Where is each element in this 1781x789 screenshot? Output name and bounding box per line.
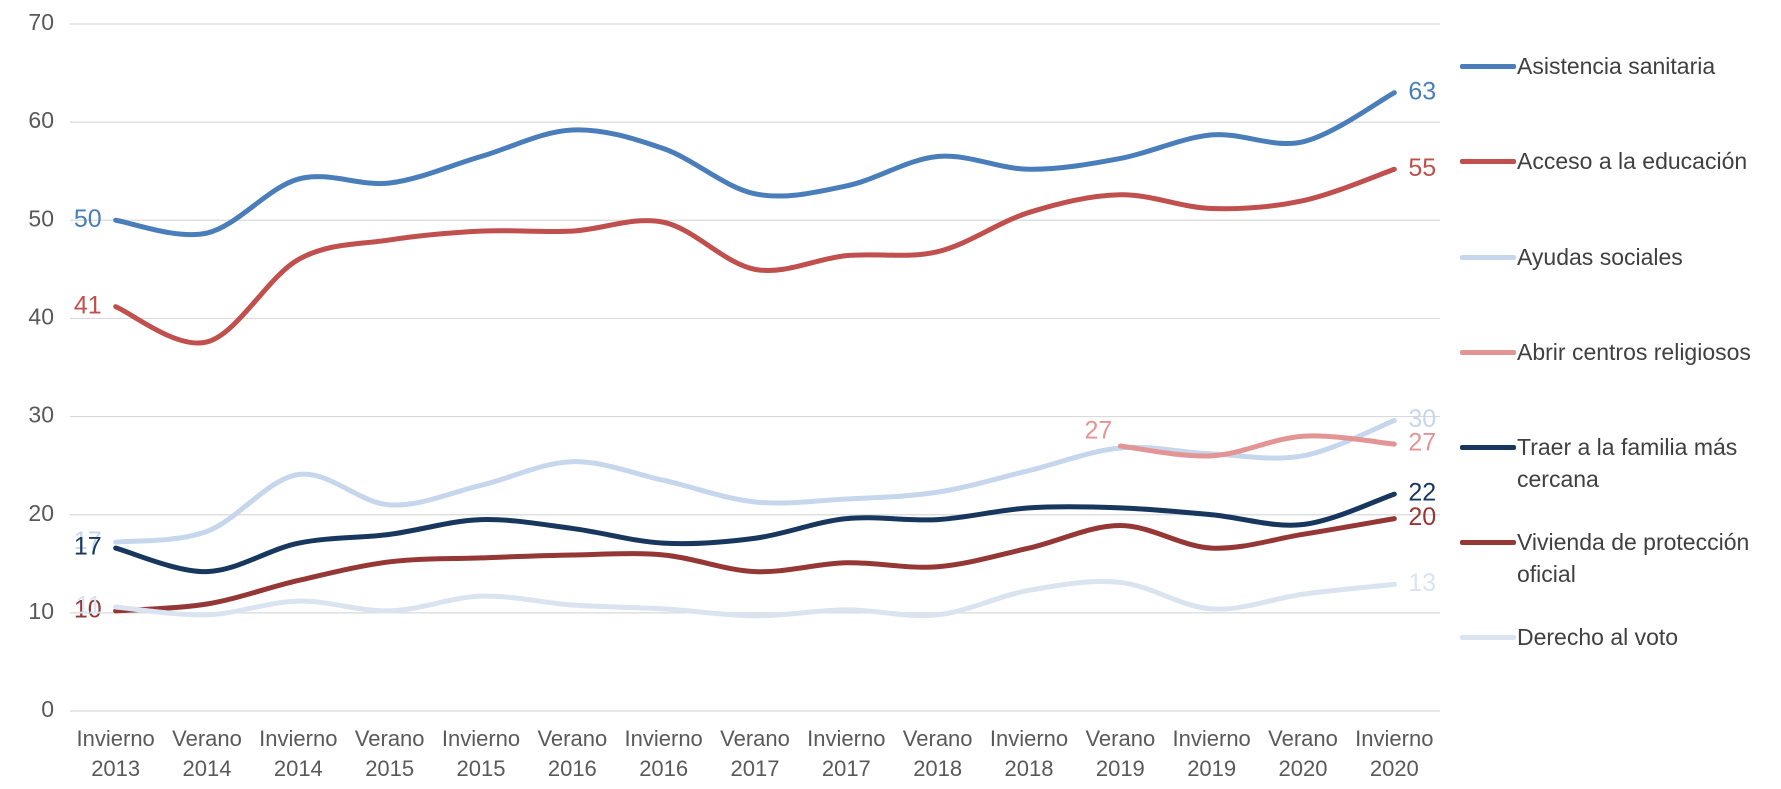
data-label: 41	[74, 291, 102, 319]
x-tick-label: Invierno 2017	[807, 726, 886, 781]
series-line	[113, 90, 1397, 238]
y-tick-label: 10	[28, 598, 54, 624]
x-tick-label: Invierno 2015	[441, 726, 521, 781]
data-label: 30	[1408, 405, 1436, 433]
x-tick-label: Invierno 2020	[1355, 726, 1434, 781]
legend-label: Abrir centros religiosos	[1517, 339, 1751, 365]
x-tick-label: Invierno 2016	[624, 726, 703, 781]
y-tick-label: 0	[41, 696, 54, 722]
data-label: 22	[1408, 479, 1436, 507]
legend-label: Derecho al voto	[1517, 624, 1679, 650]
x-tick-label: Invierno 2019	[1172, 726, 1251, 781]
x-tick-label: Verano 2019	[1085, 726, 1156, 781]
data-label: 27	[1408, 429, 1436, 457]
data-label: 11	[76, 592, 102, 620]
x-tick-label: Verano 2020	[1268, 726, 1338, 781]
y-tick-label: 30	[28, 402, 54, 428]
x-tick-label: Invierno 2018	[989, 726, 1069, 781]
data-label: 20	[1408, 503, 1436, 531]
y-tick-label: 20	[28, 500, 54, 526]
legend-label: Acceso a la educación	[1517, 148, 1748, 174]
data-label: 17	[74, 533, 102, 561]
data-label: 63	[1408, 77, 1436, 105]
series-line	[113, 417, 1397, 545]
legend-label: Traer a la familia más cercana	[1517, 434, 1738, 492]
legend-swatch	[1460, 254, 1516, 260]
legend-swatch	[1460, 444, 1516, 450]
data-label: 17	[74, 527, 102, 555]
data-label: 50	[74, 205, 102, 233]
y-tick-label: 50	[28, 205, 54, 231]
series-line	[113, 491, 1397, 575]
legend-label: Ayudas sociales	[1517, 244, 1683, 270]
data-label: 13	[1408, 569, 1436, 597]
data-label: 10	[74, 596, 102, 624]
legend-label: Asistencia sanitaria	[1517, 53, 1716, 79]
x-tick-label: Invierno 2014	[259, 726, 338, 781]
x-tick-label: Verano 2017	[720, 726, 790, 781]
legend-swatch	[1460, 349, 1516, 355]
data-label: 55	[1408, 154, 1436, 182]
x-tick-label: Verano 2016	[537, 726, 608, 781]
x-tick-label: Invierno 2013	[76, 726, 155, 781]
legend-swatch	[1460, 63, 1516, 69]
x-tick-label: Verano 2018	[902, 726, 973, 781]
series-line	[1117, 433, 1397, 459]
legend-swatch	[1460, 634, 1516, 640]
legend-swatch	[1460, 158, 1516, 164]
series-line	[113, 579, 1397, 619]
y-tick-label: 60	[28, 107, 54, 133]
legend-swatch	[1460, 539, 1516, 545]
y-tick-label: 40	[28, 304, 54, 330]
y-tick-label: 70	[28, 9, 54, 35]
x-tick-label: Verano 2014	[172, 726, 242, 781]
data-label: 27	[1085, 417, 1113, 445]
series-line	[113, 166, 1397, 346]
series-line	[113, 516, 1397, 614]
x-tick-label: Verano 2015	[354, 726, 425, 781]
legend-label: Vivienda de protección oficial	[1517, 529, 1750, 587]
